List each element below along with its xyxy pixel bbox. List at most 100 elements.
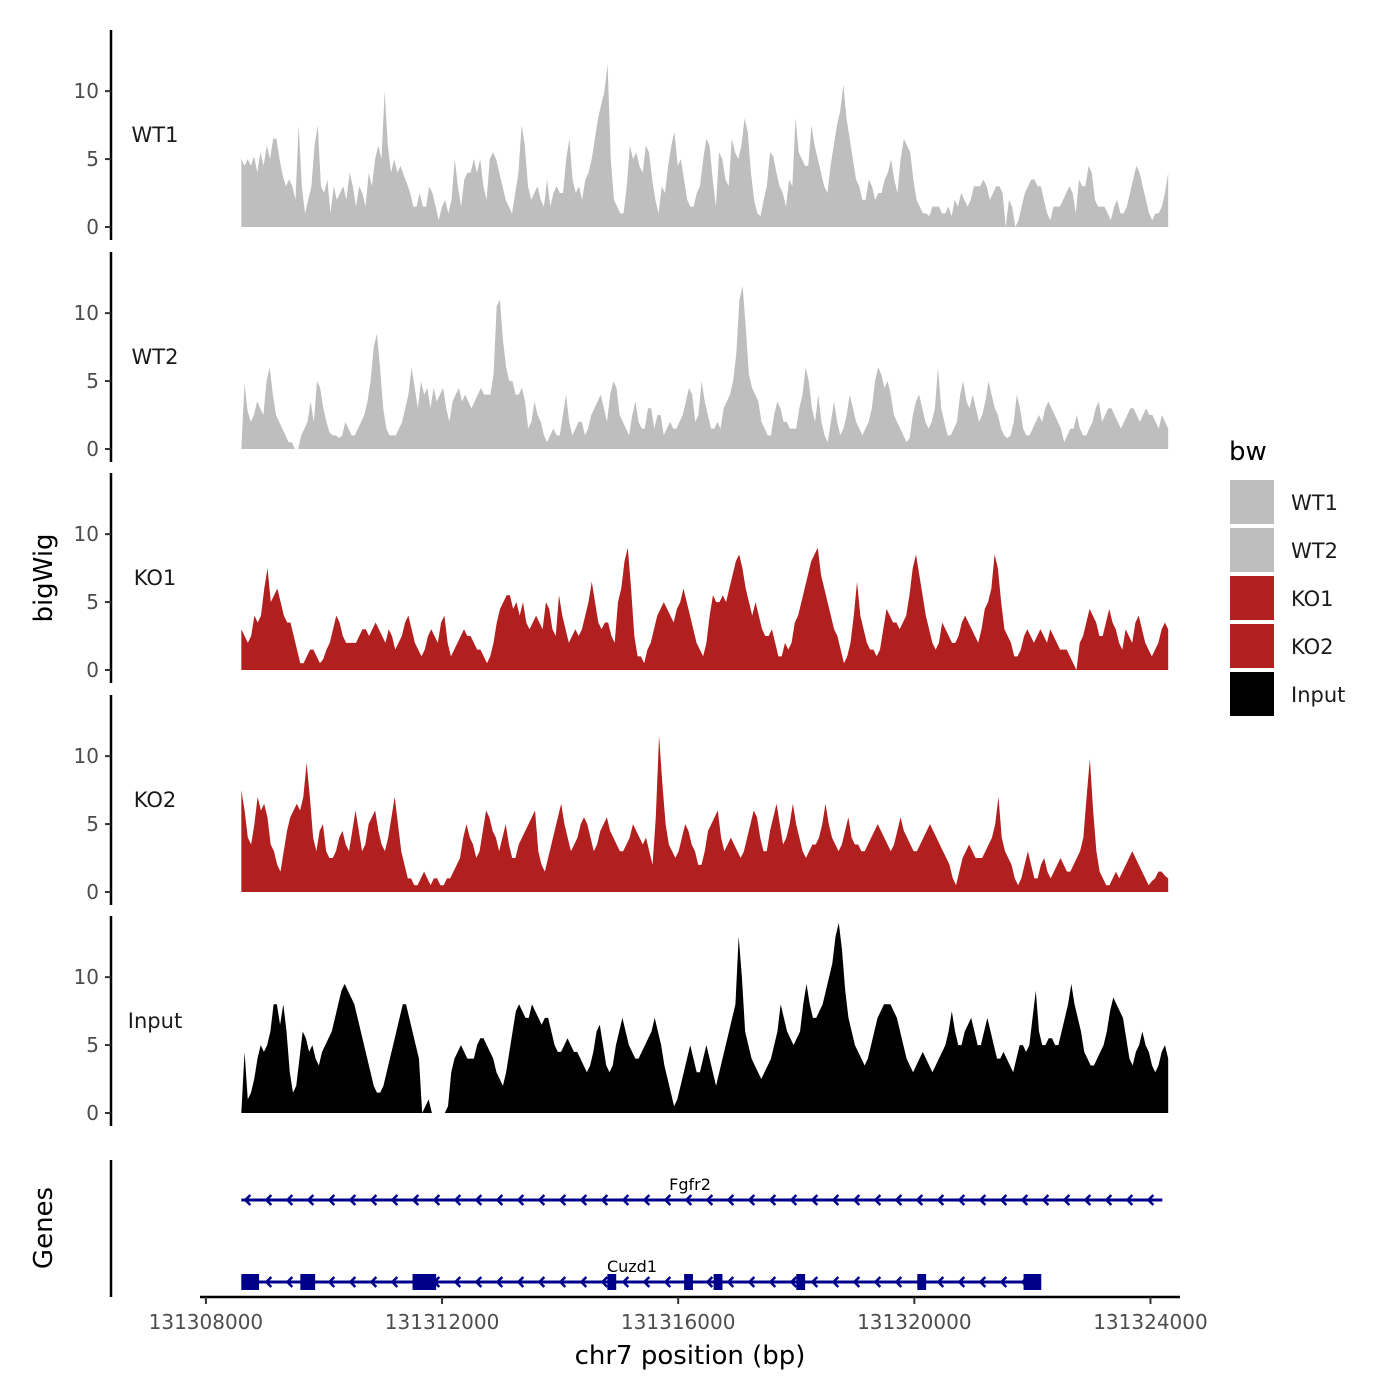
strand-arrow (285, 1194, 294, 1206)
track-label: WT1 (132, 123, 179, 147)
strand-arrow (411, 1194, 420, 1206)
strand-arrow (537, 1276, 546, 1288)
strand-arrow (348, 1276, 357, 1288)
x-tick-label: 131316000 (621, 1310, 736, 1334)
x-tick-label: 131320000 (857, 1310, 972, 1334)
y-tick-label: 10 (74, 79, 99, 103)
track-ko1: 0 5 10 KO1 (74, 473, 1169, 683)
y-tick-label: 5 (86, 369, 99, 393)
strand-arrow (684, 1194, 693, 1206)
strand-arrow (327, 1276, 336, 1288)
exon (300, 1274, 316, 1290)
strand-arrow (642, 1276, 651, 1288)
y-tick-label: 5 (86, 590, 99, 614)
strand-arrow (453, 1276, 462, 1288)
y-tick-label: 10 (74, 301, 99, 325)
strand-arrow (747, 1276, 756, 1288)
area-ko1 (241, 547, 1169, 670)
strand-arrow (516, 1276, 525, 1288)
strand-arrow (579, 1276, 588, 1288)
strand-arrow (1083, 1194, 1092, 1206)
strand-arrow (705, 1194, 714, 1206)
area-wt2 (241, 285, 1169, 449)
gene-cuzd1: Cuzd1 (241, 1257, 1042, 1290)
exon (241, 1274, 260, 1290)
strand-arrow (957, 1194, 966, 1206)
strand-arrow (495, 1194, 504, 1206)
strand-arrow (873, 1276, 882, 1288)
strand-arrow (558, 1276, 567, 1288)
strand-arrow (768, 1276, 777, 1288)
y-tick-label: 10 (74, 965, 99, 989)
strand-arrow (747, 1194, 756, 1206)
strand-arrow (915, 1194, 924, 1206)
strand-arrow (579, 1194, 588, 1206)
strand-arrow (432, 1194, 441, 1206)
y-tick-label: 0 (86, 215, 99, 239)
strand-arrow (285, 1276, 294, 1288)
legend-label: WT1 (1291, 491, 1338, 515)
legend-label: Input (1291, 683, 1345, 707)
strand-arrow (831, 1276, 840, 1288)
strand-arrow (264, 1194, 273, 1206)
y-tick-label: 5 (86, 1033, 99, 1057)
strand-arrow (1125, 1194, 1134, 1206)
area-input (241, 922, 1169, 1113)
x-tick-label: 131324000 (1093, 1310, 1208, 1334)
strand-arrow (810, 1194, 819, 1206)
strand-arrow (894, 1276, 903, 1288)
genes-axis-title: Genes (29, 1187, 59, 1269)
strand-arrow (1041, 1194, 1050, 1206)
x-tick-label: 131308000 (149, 1310, 264, 1334)
y-tick-label: 5 (86, 147, 99, 171)
legend-swatch (1230, 528, 1274, 572)
strand-arrow (768, 1194, 777, 1206)
strand-arrow (558, 1194, 567, 1206)
strand-arrow (978, 1276, 987, 1288)
strand-arrow (852, 1276, 861, 1288)
y-tick-label: 0 (86, 1101, 99, 1125)
strand-arrow (621, 1194, 630, 1206)
strand-arrow (453, 1194, 462, 1206)
strand-arrow (873, 1194, 882, 1206)
strand-arrow (957, 1276, 966, 1288)
strand-arrow (474, 1276, 483, 1288)
track-wt2: 0 5 10 WT2 (74, 252, 1169, 462)
track-input: 0 5 10 Input (74, 916, 1169, 1126)
exon (684, 1274, 693, 1290)
legend-swatch (1230, 480, 1274, 524)
exon (917, 1274, 927, 1290)
track-ko2: 0 5 10 KO2 (74, 695, 1169, 905)
strand-arrow (348, 1194, 357, 1206)
strand-arrow (516, 1194, 525, 1206)
strand-arrow (999, 1194, 1008, 1206)
strand-arrow (537, 1194, 546, 1206)
strand-arrow (621, 1276, 630, 1288)
strand-arrow (1146, 1194, 1155, 1206)
strand-arrow (726, 1276, 735, 1288)
y-tick-label: 0 (86, 437, 99, 461)
gene-label: Fgfr2 (669, 1175, 711, 1194)
area-wt1 (241, 63, 1169, 227)
strand-arrow (369, 1194, 378, 1206)
strand-arrow (999, 1276, 1008, 1288)
track-label: KO1 (134, 566, 177, 590)
gene-fgfr2: Fgfr2 (241, 1175, 1163, 1206)
y-tick-label: 5 (86, 812, 99, 836)
x-axis-title: chr7 position (bp) (575, 1341, 806, 1371)
legend-swatch (1230, 576, 1274, 620)
strand-arrow (663, 1194, 672, 1206)
strand-arrow (495, 1276, 504, 1288)
legend-swatch (1230, 672, 1274, 716)
strand-arrow (789, 1194, 798, 1206)
strand-arrow (369, 1276, 378, 1288)
gene-track: Fgfr2 Cuzd1 (109, 1160, 1163, 1297)
legend: bw WT1 WT2 KO1 KO2 Input (1229, 437, 1345, 716)
strand-arrow (936, 1194, 945, 1206)
x-axis: 131308000 131312000 131316000 131320000 1313… (149, 1295, 1208, 1334)
strand-arrow (705, 1276, 714, 1288)
strand-arrow (474, 1194, 483, 1206)
track-label: WT2 (132, 345, 179, 369)
legend-label: KO2 (1291, 635, 1334, 659)
